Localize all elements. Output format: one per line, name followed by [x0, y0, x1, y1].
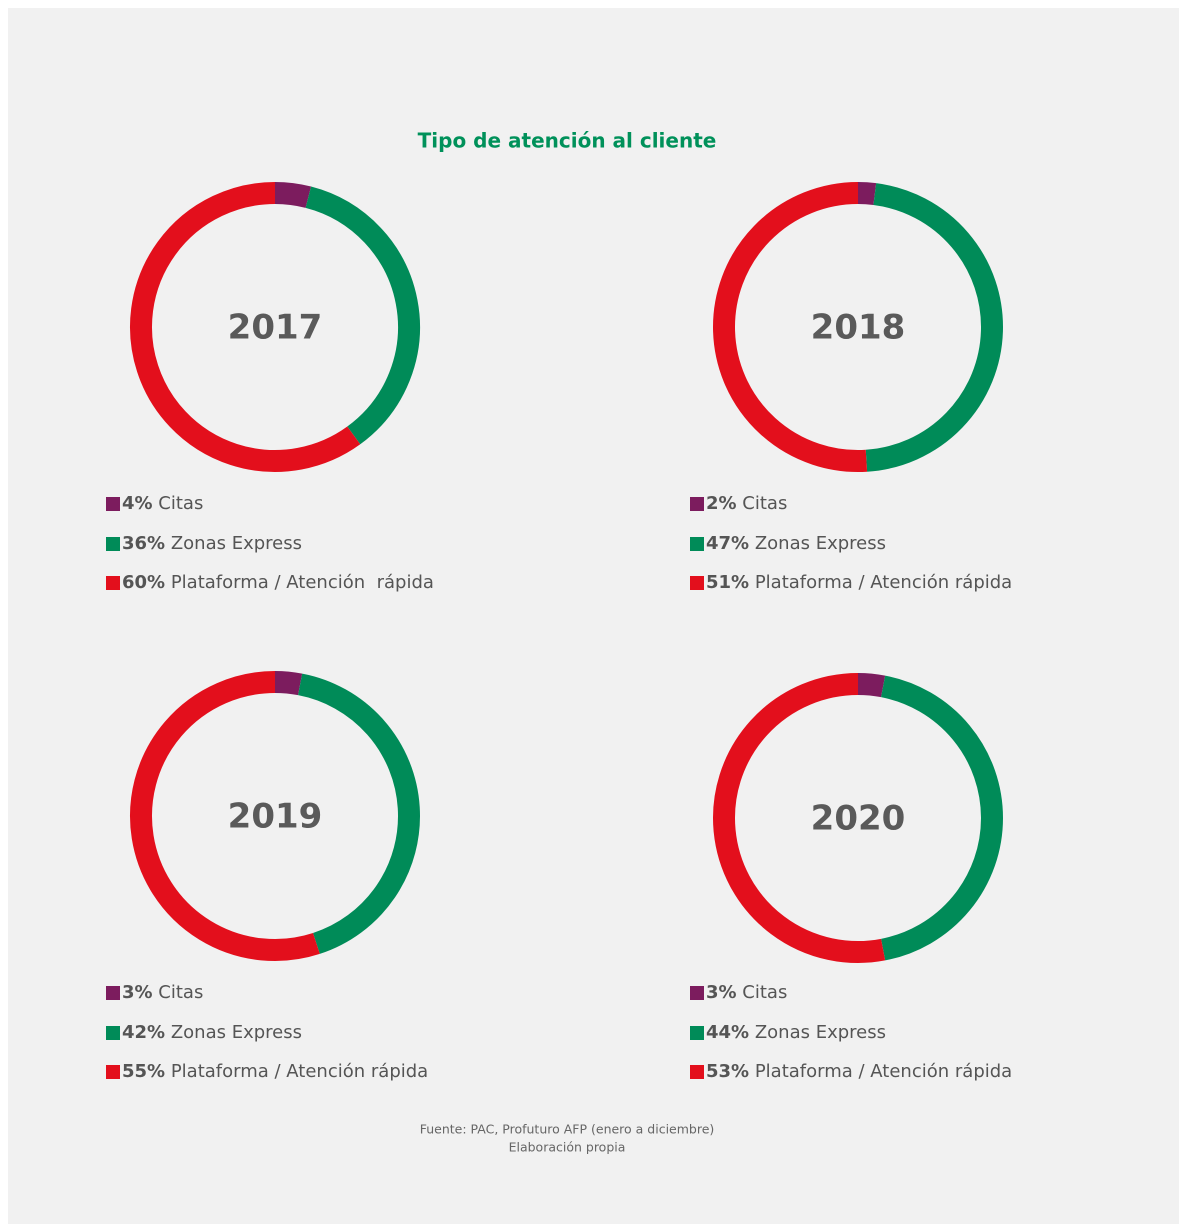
legend-swatch — [106, 576, 120, 590]
legend-value: 47% — [706, 533, 749, 554]
legend-value: 2% — [706, 493, 737, 514]
legend-swatch — [690, 1065, 704, 1079]
legend-label: Zonas Express — [755, 1022, 886, 1043]
legend-value: 3% — [122, 982, 153, 1003]
legend-swatch — [690, 1026, 704, 1040]
donut-segment — [857, 673, 886, 698]
legend-entry: 3% Citas — [706, 982, 787, 1003]
donut-segment — [881, 675, 1003, 961]
donut-segment — [274, 182, 312, 208]
legend-label: Plataforma / Atención rápida — [755, 1061, 1012, 1082]
donut-center-label: 2020 — [811, 799, 906, 839]
legend-swatch — [106, 537, 120, 551]
donut-segment — [713, 182, 868, 472]
legend-entry: 53% Plataforma / Atención rápida — [706, 1061, 1012, 1082]
legend-value: 36% — [122, 533, 165, 554]
footer-source: Fuente: PAC, Profuturo AFP (enero a dici… — [420, 1122, 715, 1137]
legend-swatch — [690, 576, 704, 590]
legend-swatch — [106, 986, 120, 1000]
donut-segment — [713, 673, 886, 963]
legend-label: Zonas Express — [755, 533, 886, 554]
legend-value: 4% — [122, 493, 153, 514]
legend-entry: 55% Plataforma / Atención rápida — [122, 1061, 428, 1082]
legend-value: 44% — [706, 1022, 749, 1043]
legend-swatch — [690, 497, 704, 511]
legend-label: Citas — [158, 982, 203, 1003]
legend-entry: 42% Zonas Express — [122, 1022, 302, 1043]
legend-label: Zonas Express — [171, 533, 302, 554]
legend-entry: 44% Zonas Express — [706, 1022, 886, 1043]
page-title: Tipo de atención al cliente — [418, 129, 717, 153]
donut-segment — [130, 671, 320, 961]
legend-swatch — [106, 1065, 120, 1079]
legend-swatch — [106, 497, 120, 511]
legend-value: 60% — [122, 572, 165, 593]
legend-label: Plataforma / Atención rápida — [171, 1061, 428, 1082]
legend-entry: 2% Citas — [706, 493, 787, 514]
legend-label: Citas — [742, 493, 787, 514]
legend-value: 53% — [706, 1061, 749, 1082]
donut-segment — [865, 183, 1003, 472]
donut-center-label: 2018 — [811, 308, 906, 348]
legend-label: Citas — [742, 982, 787, 1003]
legend-value: 51% — [706, 572, 749, 593]
donut-segment — [274, 671, 303, 696]
legend-label: Plataforma / Atención rápida — [755, 572, 1012, 593]
donut-segment — [305, 186, 420, 445]
donut-segment — [857, 182, 877, 205]
legend-entry: 3% Citas — [122, 982, 203, 1003]
legend-swatch — [690, 986, 704, 1000]
legend-value: 3% — [706, 982, 737, 1003]
donut-segment — [130, 182, 361, 472]
legend-value: 55% — [122, 1061, 165, 1082]
legend-entry: 51% Plataforma / Atención rápida — [706, 572, 1012, 593]
legend-swatch — [690, 537, 704, 551]
legend-value: 42% — [122, 1022, 165, 1043]
footer-note: Elaboración propia — [509, 1140, 626, 1155]
legend-entry: 60% Plataforma / Atención rápida — [122, 572, 434, 593]
donut-segment — [297, 673, 420, 954]
donut-center-label: 2019 — [228, 797, 323, 837]
legend-entry: 36% Zonas Express — [122, 533, 302, 554]
donut-center-label: 2017 — [228, 308, 323, 348]
legend-label: Zonas Express — [171, 1022, 302, 1043]
legend-label: Citas — [158, 493, 203, 514]
legend-entry: 47% Zonas Express — [706, 533, 886, 554]
legend-entry: 4% Citas — [122, 493, 203, 514]
legend-swatch — [106, 1026, 120, 1040]
legend-label: Plataforma / Atención rápida — [171, 572, 434, 593]
